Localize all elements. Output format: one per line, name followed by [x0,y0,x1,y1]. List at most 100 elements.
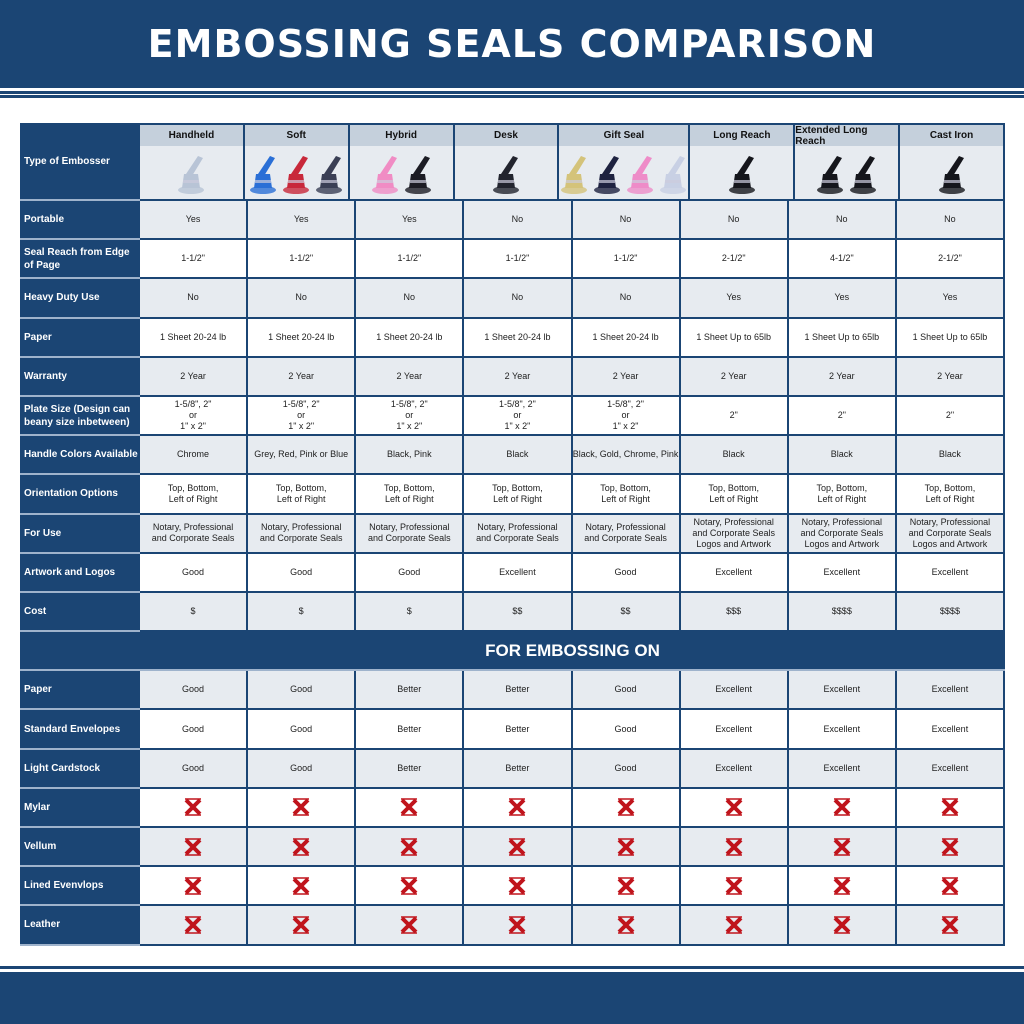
table-cell: Good [140,710,249,750]
table-cell: 2 Year [896,357,1005,397]
x-icon [725,837,743,856]
x-icon [184,877,202,895]
column-name: Cast Iron [900,125,1003,146]
table-cell [248,828,357,868]
table-cell: Top, Bottom, Left of Right [248,475,357,515]
column-header: Extended Long Reach [795,123,901,201]
embosser-images [690,146,793,199]
x-icon [725,798,743,817]
table-cell [356,788,465,828]
table-row: Seal Reach from Edge of Page 1-1/2" 1-1/2"… [20,240,1005,280]
table-row: Leather [20,906,1005,946]
table-cell: Excellent [680,710,789,750]
table-cell [680,828,789,868]
table-cell: 2-1/2" [896,240,1005,280]
x-icon [617,798,634,817]
embosser-image [178,155,205,194]
table-cell [464,906,573,946]
table-cell: 1 Sheet 20-24 lb [356,318,465,358]
table-cell: Good [248,749,357,789]
table-cell: Good [140,553,249,593]
x-icon [725,877,743,895]
divider [0,91,1024,94]
page-title: EMBOSSING SEALS COMPARISON [147,22,877,66]
x-icon [725,916,743,934]
embosser-image [627,155,654,194]
table-cell [356,828,465,868]
table-cell: No [356,279,465,319]
table-cell: 1 Sheet 20-24 lb [572,318,681,358]
table-cell: No [464,201,573,241]
table-cell: 2-1/2" [680,240,789,280]
table-row: Heavy Duty Use No No No No No Yes Yes Yes [20,279,1005,319]
x-icon [400,837,418,856]
table-cell: Black [464,436,573,476]
table-cell: Good [248,671,357,711]
table-cell [464,828,573,868]
table-cell: Better [356,710,465,750]
x-icon [509,877,526,895]
row-label: Artwork and Logos [20,553,140,593]
table-cell [248,906,357,946]
x-icon [292,798,310,817]
table-cell: Top, Bottom, Left of Right [356,475,465,515]
x-icon [400,916,418,934]
embosser-images [795,146,898,199]
row-label: Type of Embosser [20,123,140,201]
table-cell: Black, Gold, Chrome, Pink [572,436,681,476]
table-cell: 1 Sheet 20-24 lb [464,318,573,358]
x-icon [941,877,959,895]
table-cell: Yes [896,279,1005,319]
embosser-image [728,155,755,194]
table-cell: $$ [572,592,681,633]
x-icon [833,916,851,934]
divider [0,966,1024,969]
table-cell: 1-5/8", 2" or 1" x 2" [140,396,249,437]
table-cell [140,788,249,828]
x-icon [509,798,526,817]
table-cell: Excellent [680,671,789,711]
table-cell [572,828,681,868]
row-label: Heavy Duty Use [20,279,140,319]
x-icon [400,798,418,817]
table-cell: Notary, Professional and Corporate Seals [248,514,357,554]
table-row: Standard Envelopes Good Good Better Better Go… [20,710,1005,750]
table-cell [788,867,897,907]
row-label: Light Cardstock [20,749,140,789]
table-cell: Chrome [140,436,249,476]
table-cell: No [680,201,789,241]
table-cell: 2" [896,396,1005,437]
table-cell: Better [356,749,465,789]
row-label: Cost [20,592,140,633]
table-cell: Top, Bottom, Left of Right [464,475,573,515]
embosser-images [140,146,243,199]
table-cell [788,828,897,868]
title-banner: EMBOSSING SEALS COMPARISON [0,0,1024,88]
column-name: Handheld [140,125,243,146]
table-cell: Good [140,671,249,711]
x-icon [400,877,418,895]
table-cell: Notary, Professional and Corporate Seals [140,514,249,554]
table-cell: Yes [788,279,897,319]
table-cell [788,788,897,828]
table-cell [896,867,1005,907]
column-header: Hybrid [349,123,455,201]
column-header: Desk [454,123,560,201]
table-cell: 2" [680,396,789,437]
table-cell: Excellent [896,671,1005,711]
comparison-table: Type of Embosser Handheld Soft Hybrid Desk Gi… [20,123,1005,946]
column-header: Cast Iron [900,123,1005,201]
table-cell [680,788,789,828]
divider [0,95,1024,98]
table-row: Lined Evenvlops [20,867,1005,907]
table-row: Paper 1 Sheet 20-24 lb 1 Sheet 20-24 lb 1 S… [20,318,1005,358]
column-header: Handheld [140,123,245,201]
table-cell: Excellent [896,749,1005,789]
table-cell: 1-1/2" [356,240,465,280]
table-cell [680,906,789,946]
x-icon [509,916,526,934]
table-row: Artwork and Logos Good Good Good Excellent Go… [20,553,1005,593]
table-cell: Top, Bottom, Left of Right [572,475,681,515]
row-label: Handle Colors Available [20,436,140,476]
table-cell: Top, Bottom, Left of Right [788,475,897,515]
